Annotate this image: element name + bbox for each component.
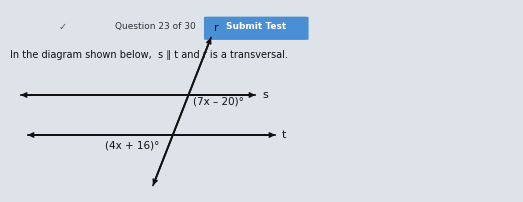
Text: s: s [262,90,268,100]
Text: Question 23 of 30: Question 23 of 30 [115,22,196,31]
Text: In the diagram shown below,  s ∥ t and r is a transversal.: In the diagram shown below, s ∥ t and r … [10,50,288,60]
Text: r: r [214,23,219,33]
Text: t: t [282,130,287,140]
Text: ✓: ✓ [59,22,67,32]
Text: (7x – 20)°: (7x – 20)° [194,97,244,107]
Text: Submit Test: Submit Test [226,22,287,31]
FancyBboxPatch shape [204,17,309,40]
Text: (4x + 16)°: (4x + 16)° [105,140,159,150]
